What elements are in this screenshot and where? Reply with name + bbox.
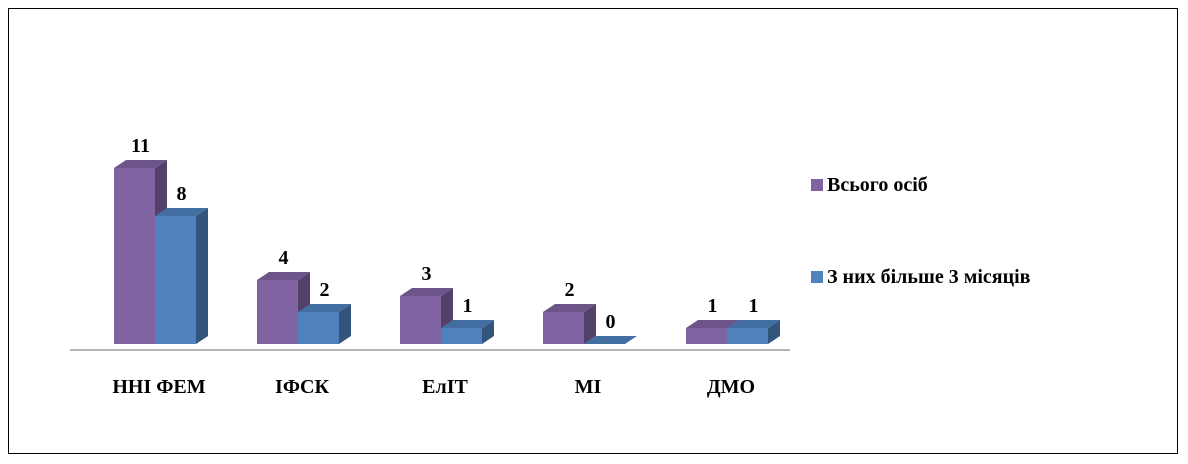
bar-top (543, 304, 596, 312)
data-label: 2 (320, 279, 330, 301)
bar-front (400, 296, 441, 344)
bar-top (257, 272, 310, 280)
bar-front (155, 216, 196, 344)
bar-side (196, 208, 208, 344)
bar-top (114, 160, 167, 168)
category-label: ІФСК (275, 376, 329, 398)
bar-top (441, 320, 494, 328)
legend-item-1: Всього осіб (811, 174, 928, 196)
bar-top (727, 320, 780, 328)
category-label: МІ (575, 376, 602, 398)
data-label: 0 (606, 311, 616, 333)
category-label: ДМО (707, 376, 755, 398)
bar-top (400, 288, 453, 296)
data-label: 1 (708, 295, 718, 317)
bar-front (257, 280, 298, 344)
bar-front (298, 312, 339, 344)
bar-нні-фем-series-2 (155, 208, 208, 344)
category-label: ЕлІТ (422, 376, 468, 398)
data-label: 3 (422, 263, 432, 285)
data-label: 4 (279, 247, 289, 269)
bar-еліт-series-2 (441, 320, 494, 344)
bar-side (584, 304, 596, 344)
bar-top (155, 208, 208, 216)
bar-іфск-series-2 (298, 304, 351, 344)
bar-front (727, 328, 768, 344)
data-label: 1 (749, 295, 759, 317)
bar-мі-series-2 (584, 336, 637, 344)
bar-front (441, 328, 482, 344)
legend-label: З них більше 3 місяців (827, 266, 1031, 288)
bar-top (686, 320, 739, 328)
legend-item-2: З них більше 3 місяців (811, 266, 1031, 288)
axis-layer: ННІ ФЕМ ІФСК ЕлІТ МІ ДМО (70, 349, 790, 398)
data-label: 8 (177, 183, 187, 205)
legend-swatch (811, 179, 823, 191)
bar-top (584, 336, 637, 344)
bar-дмо-series-2 (727, 320, 780, 344)
bar-top (298, 304, 351, 312)
data-label: 2 (565, 279, 575, 301)
bar-front (543, 312, 584, 344)
legend: Всього осіб З них більше 3 місяців (811, 174, 1031, 288)
bar-мі-series-1 (543, 304, 596, 344)
legend-swatch (811, 271, 823, 283)
category-label: ННІ ФЕМ (112, 376, 205, 398)
data-label: 1 (463, 295, 473, 317)
bar-front (114, 168, 155, 344)
bar-side (339, 304, 351, 344)
legend-label: Всього осіб (827, 174, 928, 196)
bar-front (686, 328, 727, 344)
data-label: 11 (131, 135, 150, 157)
